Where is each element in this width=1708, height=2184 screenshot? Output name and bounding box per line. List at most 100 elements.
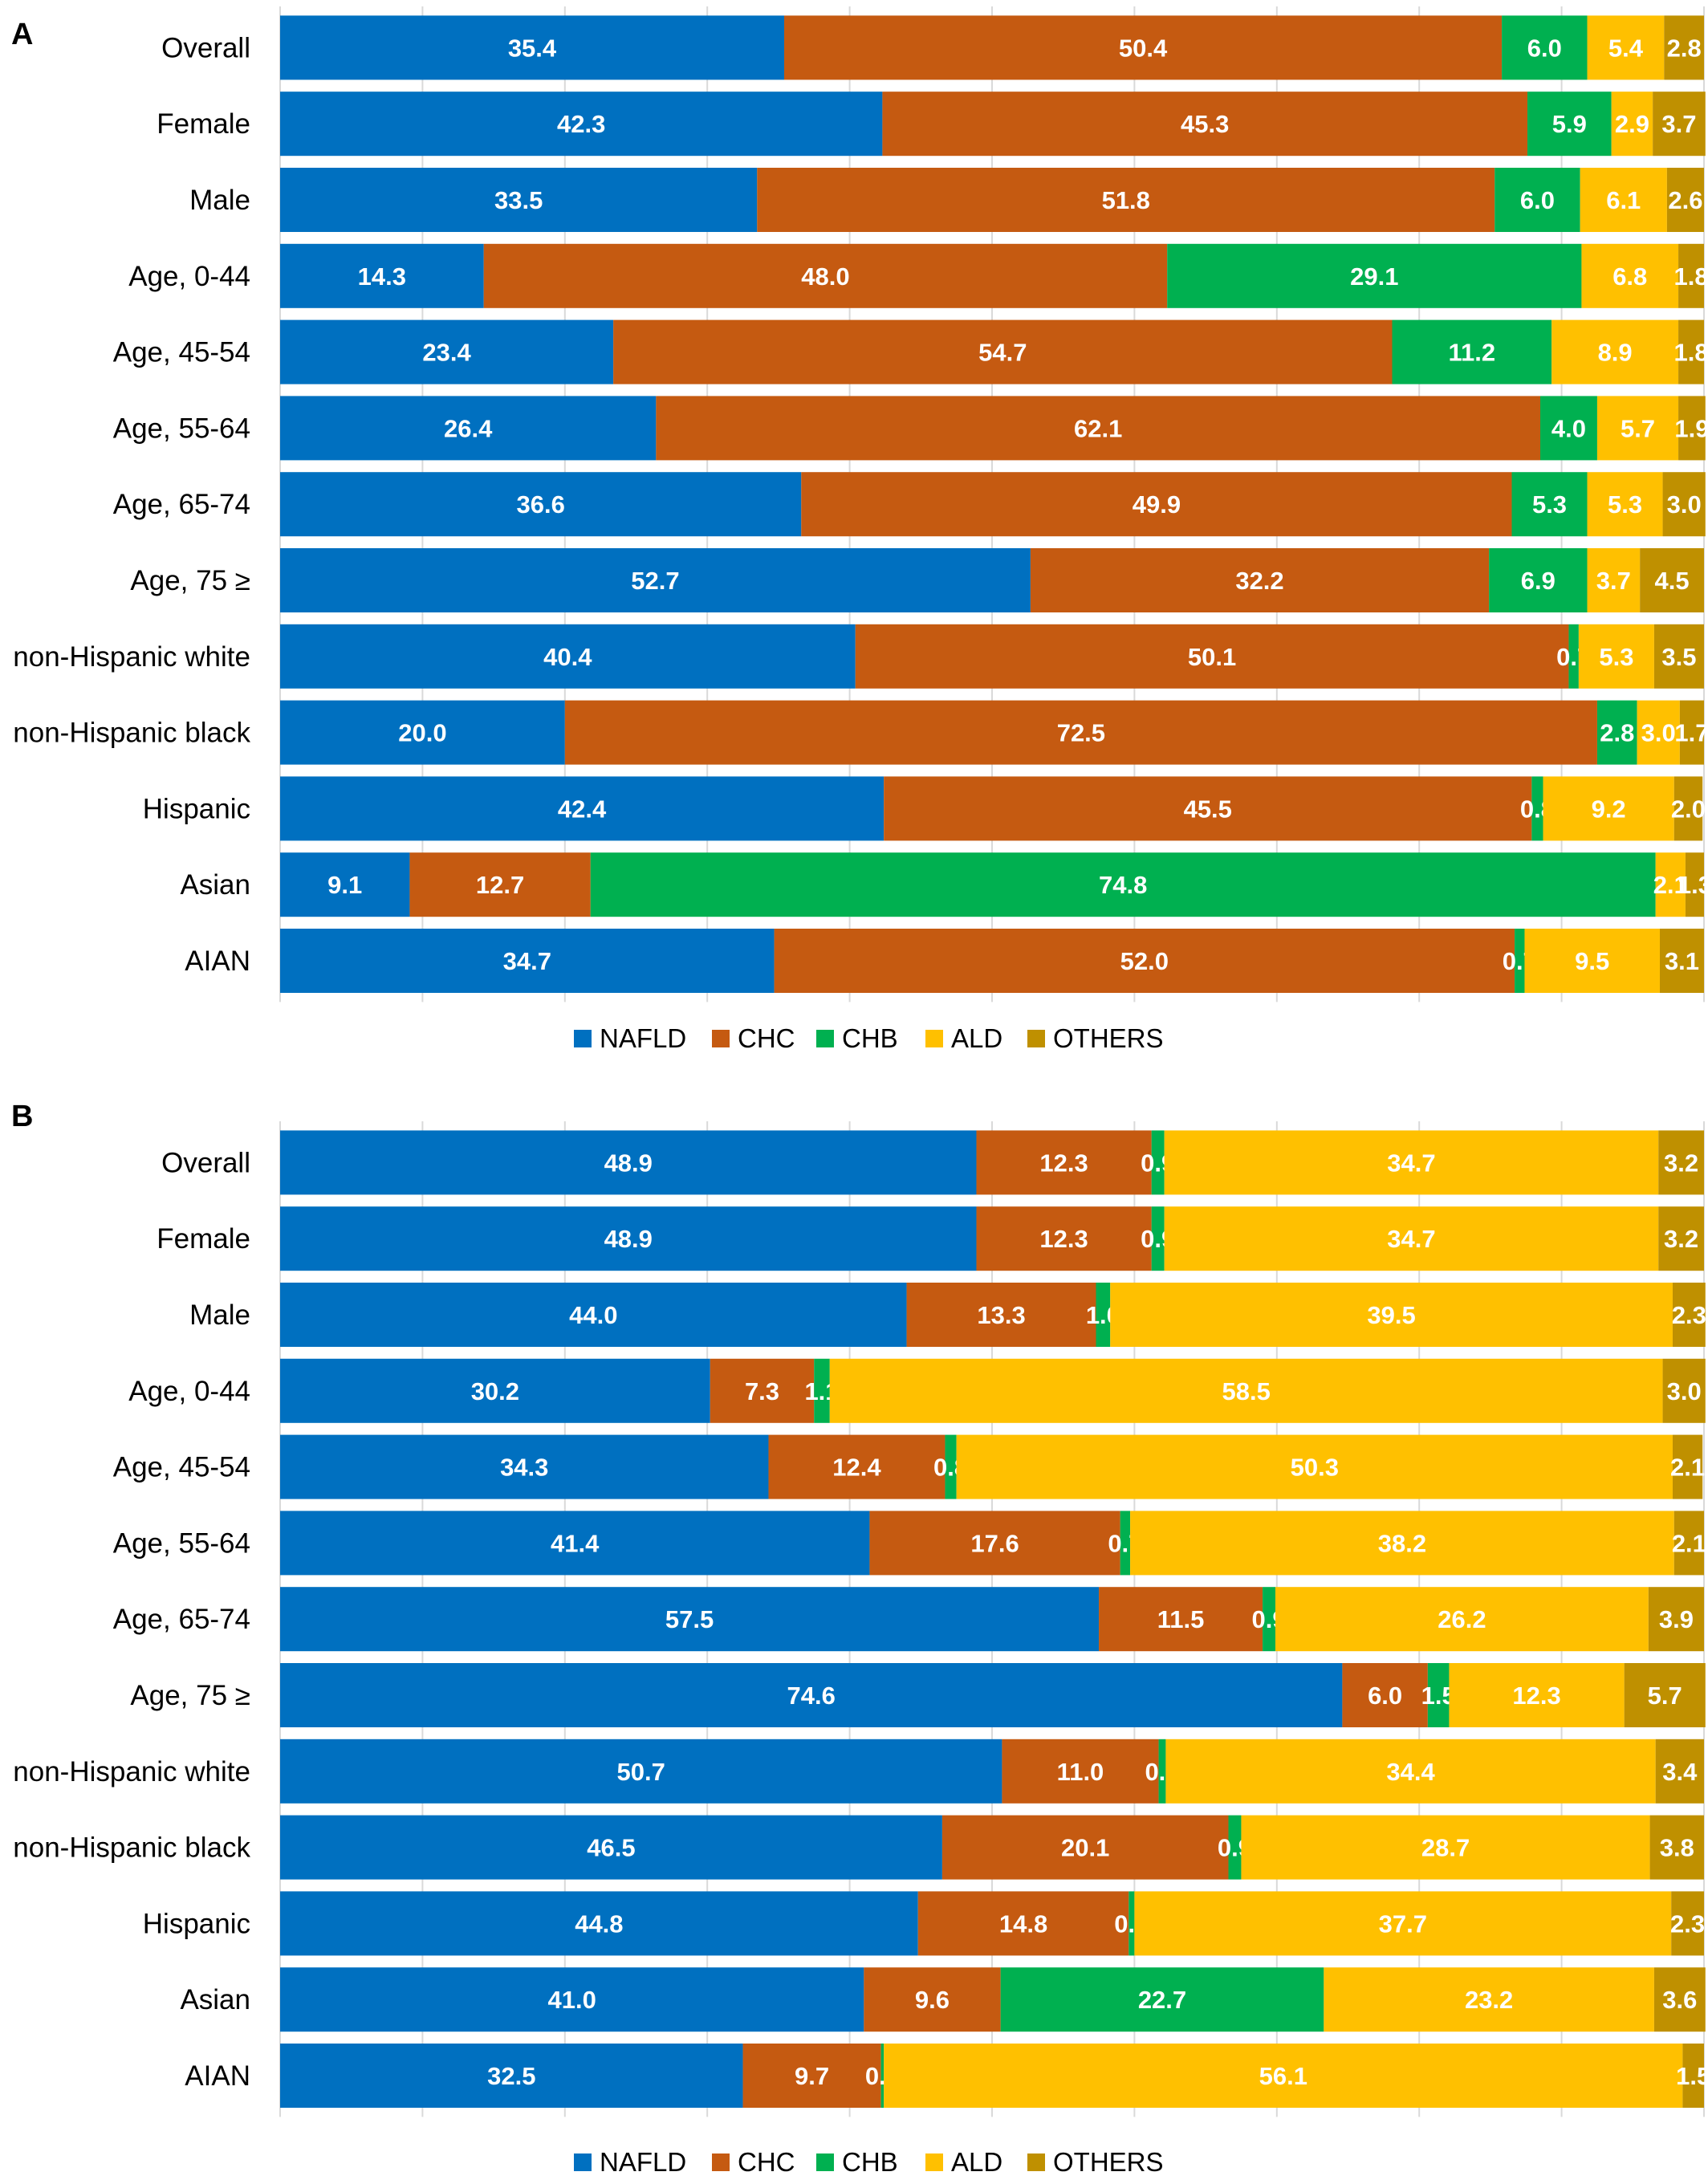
bar-segment-nafld [280, 929, 775, 993]
category-label: Hispanic [143, 793, 250, 824]
data-label-ald: 5.3 [1608, 490, 1642, 519]
data-label-chb: 2.8 [1600, 719, 1634, 747]
bar-segment-nafld [280, 1739, 1002, 1804]
bar-segment-nafld [280, 1434, 769, 1499]
bar-segment-chb [1427, 1663, 1450, 1727]
bar-segment-chb [1392, 319, 1552, 384]
bar-row-age-55-64: Age, 55-64 41.4 17.6 0.7 38.2 2.1 [113, 1511, 1706, 1576]
data-label-others: 3.9 [1659, 1605, 1694, 1633]
data-label-chc: 50.4 [1119, 34, 1168, 62]
data-label-others: 2.6 [1668, 186, 1702, 214]
legend-label: ALD [951, 2147, 1002, 2177]
legend-item-chb: CHB [816, 1023, 898, 1053]
bar-row-male: Male 33.5 51.8 6.0 6.1 2.6 [189, 168, 1704, 232]
bar-segment-nafld [280, 700, 565, 765]
bar-segment-ald [1587, 548, 1641, 612]
bar-row-age-75: Age, 75 ≥74.6 6.0 1.5 12.3 5.7 [130, 1663, 1706, 1727]
bar-segment-chc [884, 776, 1532, 841]
bar-row-female: Female 42.3 45.3 5.9 2.9 3.7 [157, 92, 1706, 157]
data-label-others: 1.8 [1673, 339, 1708, 367]
data-label-nafld: 42.4 [558, 795, 607, 823]
bar-row-age-55-64: Age, 55-64 26.4 62.1 4.0 5.7 1.9 [113, 396, 1708, 461]
bar-segment-chc [656, 396, 1540, 461]
legend-label: CHB [842, 1023, 898, 1053]
bar-segment-others [1679, 700, 1704, 765]
data-label-others: 3.0 [1667, 1377, 1702, 1405]
legend-swatch [712, 2153, 730, 2171]
bar-segment-chc [613, 319, 1393, 384]
bar-segment-nafld [280, 1815, 942, 1880]
bar-segment-nafld [280, 852, 410, 917]
bar-segment-ald [1578, 624, 1654, 689]
bar-segment-ald [1524, 929, 1661, 993]
bar-segment-ald [1637, 700, 1680, 765]
category-label: Age, 0-44 [128, 1376, 250, 1407]
bar-segment-others [1653, 92, 1706, 157]
legend-label: CHB [842, 2147, 898, 2177]
bar-segment-ald [1165, 1739, 1656, 1804]
bar-segment-nafld [280, 1358, 710, 1423]
data-label-chb: 29.1 [1350, 262, 1398, 291]
data-label-chb: 4.0 [1551, 414, 1586, 442]
bar-segment-nafld [280, 1891, 918, 1956]
data-label-ald: 50.3 [1291, 1454, 1339, 1482]
legend-item-ald: ALD [925, 2147, 1002, 2177]
bar-segment-others [1682, 2044, 1704, 2108]
bar-segment-chb [1568, 624, 1579, 689]
data-label-others: 2.8 [1667, 34, 1702, 62]
category-label: Female [157, 108, 250, 140]
bar-segment-others [1655, 1739, 1704, 1804]
bar-segment-ald [1110, 1283, 1673, 1347]
bar-row-age-45-54: Age, 45-54 23.4 54.7 11.2 8.9 1.8 [113, 319, 1708, 384]
bar-row-non-hispanic-white: non-Hispanic white 50.7 11.0 0.5 34.4 3.4 [13, 1739, 1704, 1804]
data-label-chc: 62.1 [1074, 414, 1122, 442]
category-label: Age, 75 ≥ [130, 565, 250, 596]
legend-label: CHC [738, 2147, 795, 2177]
bar-segment-nafld [280, 1511, 870, 1576]
data-label-chc: 7.3 [745, 1377, 779, 1405]
data-label-ald: 58.5 [1222, 1377, 1270, 1405]
bar-segment-chc [1030, 548, 1490, 612]
bar-segment-ald [956, 1434, 1673, 1499]
legend: NAFLD CHC CHB ALD OTHERS [574, 2147, 1164, 2177]
bar-segment-others [1658, 1206, 1704, 1271]
bar-segment-chc [1002, 1739, 1159, 1804]
bar-row-aian: AIAN 34.7 52.0 0.7 9.5 3.1 [185, 929, 1704, 993]
bar-segment-ald [1275, 1587, 1649, 1652]
bar-segment-ald [1587, 472, 1663, 537]
bar-segment-chc [882, 92, 1528, 157]
data-label-chc: 48.0 [801, 262, 849, 291]
data-label-others: 3.2 [1664, 1149, 1698, 1177]
bar-segment-others [1662, 472, 1706, 537]
data-label-others: 2.3 [1670, 1909, 1705, 1938]
category-label: Female [157, 1223, 250, 1255]
bar-row-age-65-74: Age, 65-74 57.5 11.5 0.9 26.2 3.9 [113, 1587, 1704, 1652]
data-label-nafld: 34.7 [503, 947, 551, 975]
bar-segment-chb [1527, 92, 1612, 157]
data-label-others: 3.7 [1661, 110, 1696, 138]
bar-segment-others [1653, 624, 1704, 689]
data-label-others: 3.8 [1660, 1834, 1694, 1862]
bar-segment-ald [1134, 1891, 1672, 1956]
bar-segment-chc [409, 852, 591, 917]
bar-segment-nafld [280, 548, 1031, 612]
legend-swatch [712, 1030, 730, 1047]
bar-segment-nafld [280, 1663, 1343, 1727]
bar-segment-chc [774, 929, 1515, 993]
data-label-nafld: 74.6 [787, 1682, 836, 1710]
data-label-others: 4.5 [1655, 567, 1690, 595]
category-label: Overall [161, 1147, 250, 1178]
bar-row-age-0-44: Age, 0-44 30.2 7.3 1.1 58.5 3.0 [128, 1358, 1706, 1423]
bar-segment-chc [564, 700, 1597, 765]
data-label-chc: 6.0 [1368, 1682, 1402, 1710]
bar-segment-chb [1128, 1891, 1135, 1956]
category-label: Age, 55-64 [113, 413, 250, 444]
category-label: non-Hispanic black [13, 1832, 250, 1864]
data-label-chc: 12.4 [832, 1454, 881, 1482]
data-label-nafld: 52.7 [631, 567, 679, 595]
data-label-nafld: 50.7 [617, 1758, 665, 1786]
data-label-ald: 2.9 [1615, 110, 1649, 138]
category-label: Hispanic [143, 1908, 250, 1939]
data-label-ald: 3.0 [1641, 719, 1676, 747]
